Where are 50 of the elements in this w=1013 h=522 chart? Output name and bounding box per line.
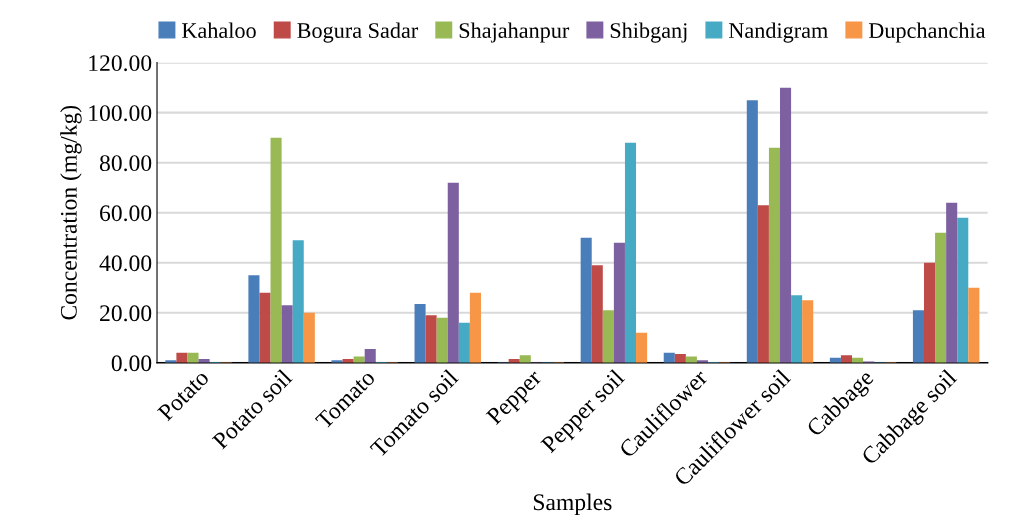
legend-label: Bogura Sadar	[297, 22, 419, 43]
bar	[802, 300, 814, 363]
bar	[458, 322, 470, 363]
legend-label: Shibganj	[610, 22, 687, 43]
legend-label: Dupchanchia	[868, 22, 986, 43]
legend-label: Kahaloo	[182, 22, 256, 39]
bar	[957, 217, 969, 363]
y-tick-label: 20.00	[100, 305, 152, 322]
bar	[248, 275, 260, 363]
bar	[602, 310, 614, 363]
bar	[840, 355, 852, 363]
bar	[624, 142, 637, 363]
bar	[436, 317, 448, 363]
y-tick-label: 40.00	[99, 255, 152, 272]
bar	[591, 265, 603, 363]
legend-label: Nandigram	[728, 22, 828, 43]
bar	[935, 232, 947, 363]
bar	[757, 205, 769, 363]
bar	[674, 354, 686, 363]
bar	[187, 352, 199, 363]
bar	[303, 312, 315, 363]
bar	[580, 237, 592, 363]
y-tick-label: 120.00	[89, 55, 152, 72]
bar	[469, 292, 481, 363]
bar	[946, 202, 958, 363]
bar	[259, 292, 271, 363]
bar	[281, 305, 293, 363]
y-tick-label: 100.00	[89, 105, 152, 122]
legend-label: Shajahanpur	[459, 22, 570, 43]
y-tick-label: 60.00	[100, 205, 152, 222]
bar	[613, 242, 625, 363]
y-tick-label: 0.00	[111, 355, 152, 372]
bar	[791, 295, 803, 363]
bar	[923, 262, 936, 363]
y-tick-label: 80.00	[99, 155, 152, 172]
y-axis-title: Concentration (mg/kg)	[60, 105, 82, 320]
bar	[519, 355, 531, 363]
bar	[912, 310, 924, 363]
bar	[968, 287, 980, 363]
bar	[746, 100, 758, 363]
bar	[447, 182, 459, 363]
bar	[364, 349, 376, 363]
bar	[780, 87, 792, 363]
bar	[292, 240, 304, 363]
bar	[414, 304, 426, 363]
bar	[636, 332, 648, 363]
bar	[768, 147, 781, 363]
x-axis-title: Samples	[533, 493, 612, 516]
bar	[425, 315, 437, 363]
bar	[270, 137, 282, 363]
